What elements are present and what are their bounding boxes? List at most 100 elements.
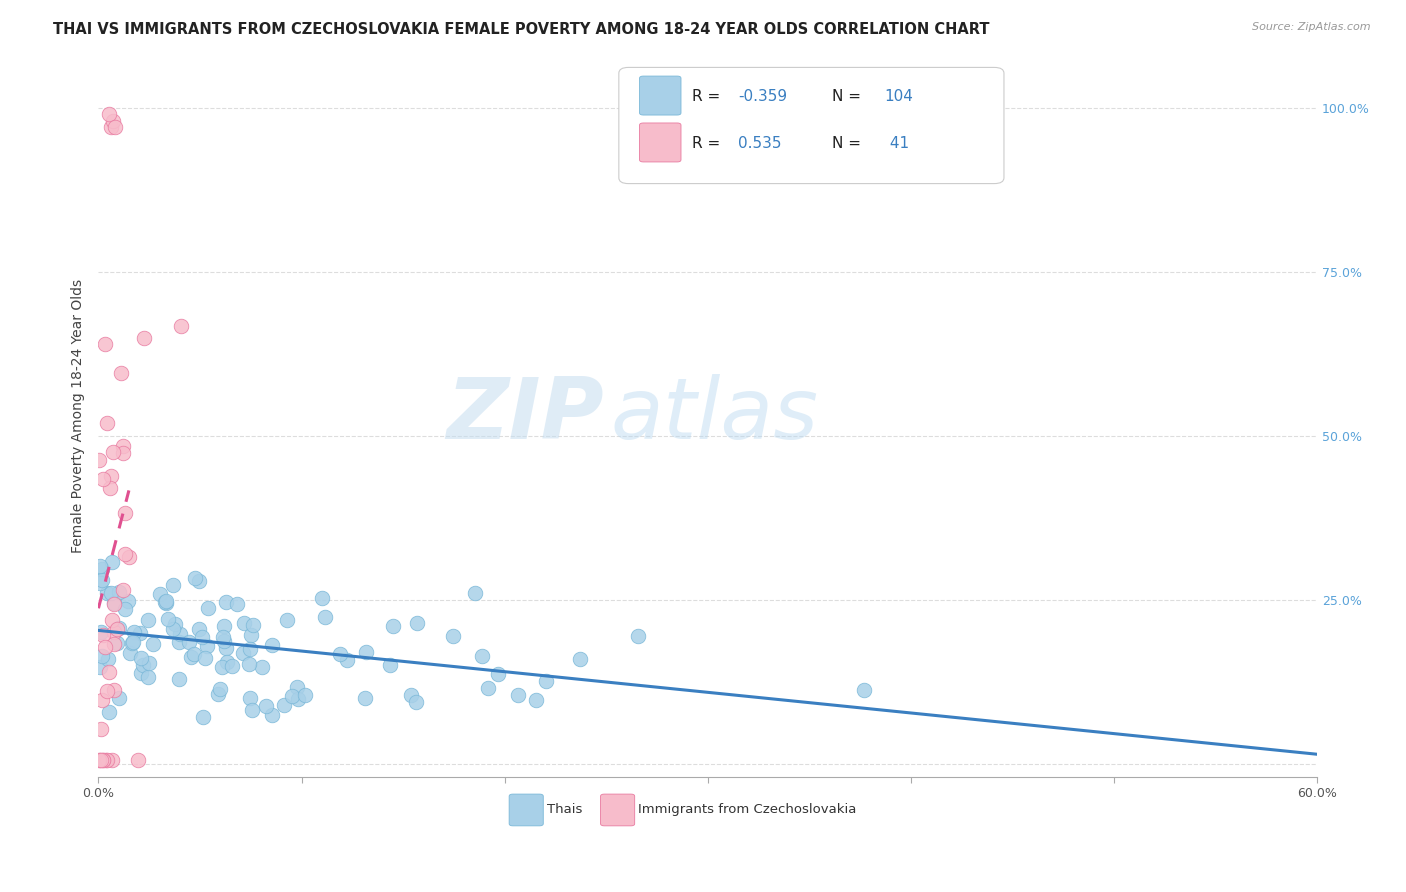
Point	[111, 439, 134, 453]
Point	[108, 584, 131, 599]
Point	[471, 648, 494, 663]
Point	[187, 574, 209, 589]
Point	[89, 753, 111, 767]
Point	[215, 655, 238, 669]
Point	[97, 652, 120, 666]
Point	[336, 653, 359, 667]
Point	[96, 586, 118, 600]
Point	[91, 753, 114, 767]
Point	[399, 688, 422, 702]
Point	[111, 446, 134, 460]
Point	[97, 665, 120, 679]
Point	[183, 648, 205, 662]
FancyBboxPatch shape	[640, 76, 681, 115]
Point	[114, 506, 136, 520]
Point	[169, 627, 191, 641]
Point	[134, 330, 156, 344]
Point	[91, 753, 114, 767]
Point	[94, 753, 117, 767]
Point	[91, 628, 114, 642]
Point	[111, 582, 134, 597]
Point	[240, 628, 263, 642]
Point	[89, 753, 111, 767]
Text: R =: R =	[692, 89, 725, 103]
Point	[242, 618, 264, 632]
Point	[162, 622, 184, 636]
Point	[524, 693, 547, 707]
Point	[169, 635, 191, 649]
Point	[406, 616, 429, 631]
FancyBboxPatch shape	[509, 794, 543, 826]
Text: ZIP: ZIP	[447, 375, 605, 458]
Point	[250, 659, 273, 673]
Text: 104: 104	[884, 89, 914, 103]
Point	[91, 573, 114, 587]
Point	[184, 571, 207, 585]
Point	[101, 444, 124, 458]
Point	[100, 120, 122, 135]
Point	[103, 596, 125, 610]
Point	[90, 562, 112, 576]
Point	[311, 591, 333, 605]
Point	[254, 698, 277, 713]
Point	[155, 594, 177, 608]
Point	[381, 619, 404, 633]
Point	[852, 683, 875, 698]
Point	[226, 597, 249, 611]
Point	[197, 601, 219, 615]
Text: THAI VS IMMIGRANTS FROM CZECHOSLOVAKIA FEMALE POVERTY AMONG 18-24 YEAR OLDS CORR: THAI VS IMMIGRANTS FROM CZECHOSLOVAKIA F…	[53, 22, 990, 37]
Point	[354, 690, 377, 705]
Point	[155, 596, 177, 610]
Point	[132, 658, 155, 673]
Point	[486, 666, 509, 681]
Point	[108, 691, 131, 706]
Point	[89, 660, 111, 674]
Point	[262, 638, 284, 652]
Point	[170, 318, 193, 333]
Point	[90, 753, 112, 767]
Point	[188, 622, 211, 636]
Point	[477, 681, 499, 695]
Point	[212, 634, 235, 648]
Point	[90, 723, 112, 737]
Point	[627, 629, 650, 643]
Point	[89, 452, 111, 467]
Point	[221, 659, 243, 673]
Point	[273, 698, 295, 712]
Text: 0.535: 0.535	[738, 136, 782, 151]
Point	[103, 636, 125, 650]
Point	[96, 753, 118, 767]
FancyBboxPatch shape	[640, 123, 681, 162]
Point	[98, 481, 121, 495]
Point	[441, 630, 464, 644]
Point	[568, 652, 591, 666]
Point	[117, 594, 139, 608]
Point	[118, 550, 141, 565]
Point	[207, 688, 229, 702]
Point	[97, 107, 120, 121]
Point	[153, 595, 176, 609]
Point	[122, 625, 145, 640]
Point	[100, 586, 122, 600]
Point	[118, 646, 141, 660]
Point	[89, 558, 111, 573]
Point	[101, 555, 124, 569]
Point	[129, 626, 152, 640]
Point	[238, 657, 260, 672]
Point	[131, 651, 153, 665]
Point	[356, 645, 378, 659]
Point	[314, 609, 336, 624]
Point	[239, 641, 262, 656]
Text: -0.359: -0.359	[738, 89, 787, 103]
Point	[104, 120, 127, 135]
Point	[96, 684, 118, 698]
Point	[211, 659, 233, 673]
Point	[215, 595, 238, 609]
Point	[233, 615, 256, 630]
Point	[103, 682, 125, 697]
Point	[136, 670, 159, 684]
Point	[101, 613, 124, 627]
Point	[180, 649, 202, 664]
Point	[90, 624, 112, 639]
Point	[162, 577, 184, 591]
